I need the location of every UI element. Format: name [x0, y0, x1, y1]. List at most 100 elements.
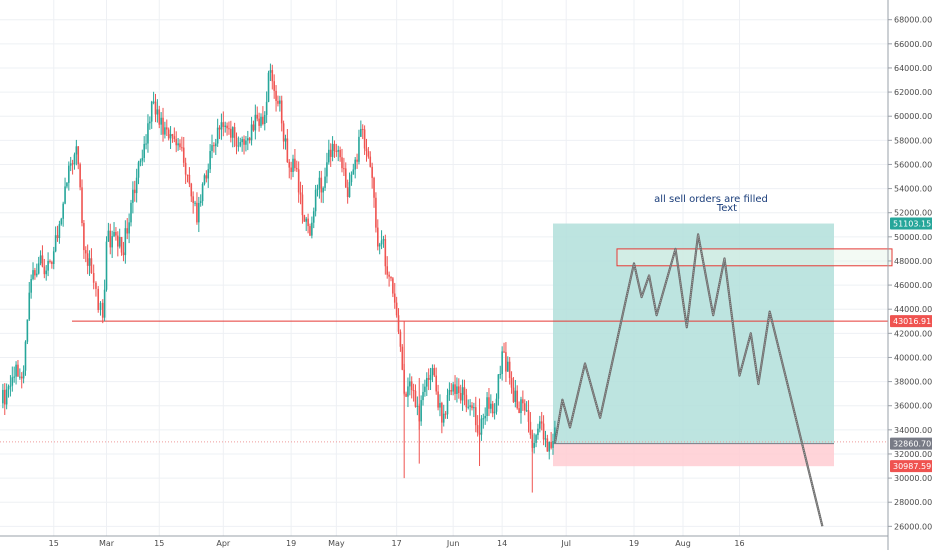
- y-tick-label: 26000.00: [894, 522, 932, 531]
- candle-body: [484, 415, 486, 419]
- loss-zone: [553, 443, 834, 467]
- candle-body: [5, 389, 8, 405]
- candle-body: [352, 169, 355, 175]
- candle-body: [503, 351, 505, 353]
- candle-body: [341, 157, 343, 169]
- x-tick-label: 19: [286, 539, 296, 548]
- candle-body: [486, 397, 488, 416]
- candle-body: [262, 116, 264, 124]
- y-tick-label: 54000.00: [894, 185, 932, 194]
- candle-body: [192, 196, 194, 203]
- candle-body: [49, 260, 51, 262]
- candle-body: [271, 70, 274, 82]
- candle-body: [490, 403, 492, 409]
- candle-body: [179, 143, 181, 148]
- candle-body: [26, 319, 29, 342]
- y-tick-label: 48000.00: [894, 257, 932, 266]
- candle-body: [51, 261, 53, 265]
- candle-body: [399, 331, 402, 347]
- y-tick-label: 56000.00: [894, 160, 932, 169]
- candle-body: [7, 386, 10, 390]
- candle-body: [132, 189, 134, 203]
- candle-body: [231, 127, 234, 138]
- candle-body: [158, 109, 161, 125]
- x-tick-label: 15: [154, 539, 164, 548]
- candle-body: [154, 101, 157, 115]
- candle-body: [444, 413, 447, 415]
- candle-body: [20, 376, 23, 379]
- candle-body: [280, 100, 283, 124]
- candle-body: [109, 230, 112, 248]
- candle-body: [218, 127, 221, 130]
- candle-body: [99, 302, 102, 311]
- candle-body: [548, 441, 551, 452]
- y-tick-label: 68000.00: [894, 16, 932, 25]
- y-tick-label: 64000.00: [894, 64, 932, 73]
- candle-body: [95, 282, 97, 289]
- candle-body: [152, 101, 155, 103]
- candle-body: [326, 162, 328, 177]
- candle-body: [43, 266, 46, 275]
- candle-body: [380, 240, 383, 245]
- candle-body: [228, 128, 230, 130]
- candle-body: [54, 235, 57, 252]
- candle-body: [47, 260, 49, 271]
- candle-body: [81, 187, 83, 224]
- candle-body: [37, 263, 40, 274]
- candle-body: [414, 390, 417, 407]
- candle-body: [329, 149, 332, 157]
- candle-body: [235, 137, 238, 147]
- sell-zone-box: [616, 248, 893, 267]
- candle-body: [199, 201, 202, 204]
- candle-body: [92, 273, 95, 283]
- candle-body: [60, 218, 63, 225]
- candle-body: [128, 222, 130, 234]
- candle-body: [294, 158, 296, 169]
- x-tick-label: 14: [497, 539, 507, 548]
- candle-body: [303, 215, 306, 222]
- candle-body: [164, 127, 166, 135]
- candle-body: [456, 386, 458, 394]
- candle-body: [499, 373, 502, 375]
- candle-body: [382, 239, 385, 241]
- candle-body: [407, 386, 409, 397]
- candle-body: [177, 143, 179, 146]
- y-tick-label: 42000.00: [894, 329, 932, 338]
- y-tick-label: 40000.00: [894, 353, 932, 362]
- candle-body: [52, 251, 55, 265]
- candle-body: [105, 241, 108, 290]
- candle-body: [9, 385, 12, 387]
- candle-body: [337, 149, 340, 152]
- candle-body: [288, 162, 291, 168]
- candle-body: [501, 351, 503, 374]
- candle-body: [214, 143, 217, 147]
- candle-body: [540, 421, 543, 424]
- candle-body: [258, 118, 260, 126]
- x-tick-label: Jun: [446, 539, 460, 548]
- candle-body: [241, 139, 243, 143]
- candle-body: [184, 162, 187, 175]
- candle-body: [237, 145, 240, 147]
- candle-body: [416, 405, 419, 407]
- candle-body: [512, 387, 515, 402]
- candle-body: [66, 182, 68, 187]
- candle-body: [454, 384, 456, 394]
- y-tick-label: 60000.00: [894, 112, 932, 121]
- candle-body: [343, 168, 345, 170]
- candle-body: [220, 122, 223, 130]
- candle-body: [284, 138, 287, 142]
- candle-body: [491, 403, 494, 414]
- candle-body: [207, 169, 210, 179]
- candle-body: [458, 386, 460, 393]
- candle-body: [45, 270, 48, 275]
- candle-body: [425, 377, 428, 387]
- candle-body: [64, 186, 66, 204]
- candle-body: [196, 202, 198, 223]
- candle-body: [522, 399, 524, 404]
- candle-body: [344, 168, 347, 188]
- price-tag-label: 43016.91: [893, 317, 931, 326]
- candle-body: [297, 169, 300, 193]
- candle-body: [299, 192, 302, 195]
- candle-body: [441, 402, 443, 423]
